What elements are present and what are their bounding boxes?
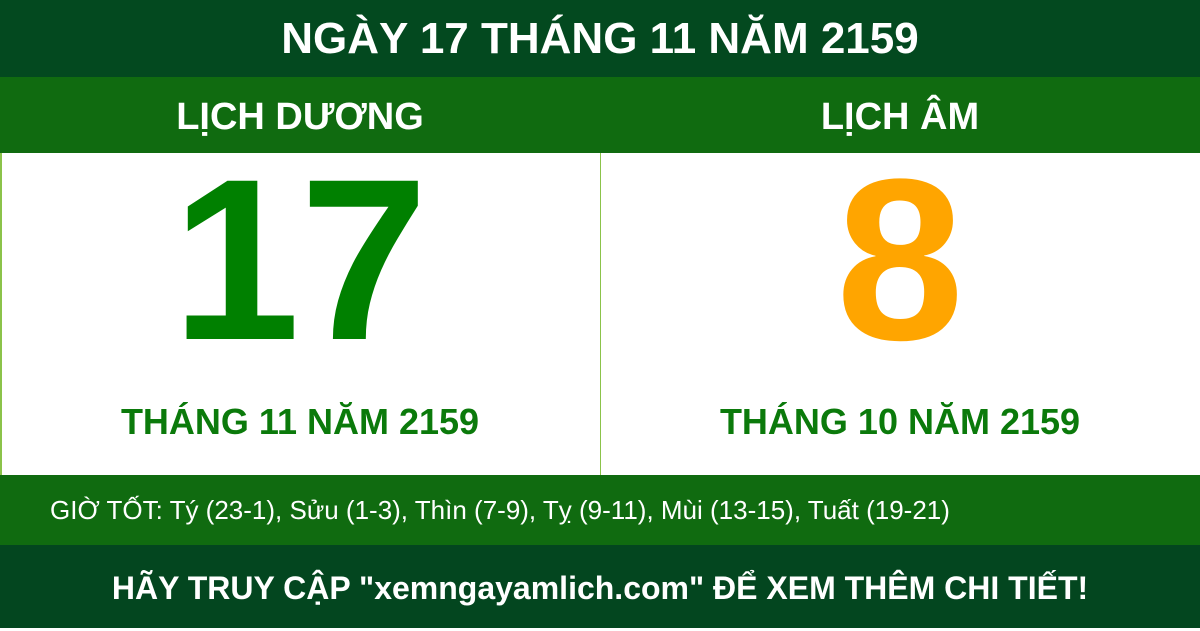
lunar-calendar-label: LỊCH ÂM <box>820 96 980 138</box>
good-hours: GIỜ TỐT: Tý (23-1), Sửu (1-3), Thìn (7-9… <box>0 475 1200 545</box>
column-divider <box>600 153 601 475</box>
solar-day: 17 <box>172 131 428 388</box>
solar-month-year: THÁNG 11 NĂM 2159 <box>120 401 480 442</box>
footer-cta: HÃY TRUY CẬP "xemngayamlich.com" ĐỂ XEM … <box>0 545 1200 628</box>
calendar-headers: LỊCH DƯƠNG LỊCH ÂM <box>0 77 1200 153</box>
left-border <box>0 153 2 475</box>
solar-calendar-label: LỊCH DƯƠNG <box>176 96 424 138</box>
page-title: NGÀY 17 THÁNG 11 NĂM 2159 <box>0 0 1200 77</box>
lunar-column: 8 THÁNG 10 NĂM 2159 <box>600 145 1200 475</box>
lunar-day: 8 <box>836 131 964 388</box>
calendar-body: 17 THÁNG 11 NĂM 2159 8 THÁNG 10 NĂM 2159 <box>0 145 1200 475</box>
lunar-month-year: THÁNG 10 NĂM 2159 <box>719 401 1081 442</box>
solar-column: 17 THÁNG 11 NĂM 2159 <box>0 145 600 475</box>
